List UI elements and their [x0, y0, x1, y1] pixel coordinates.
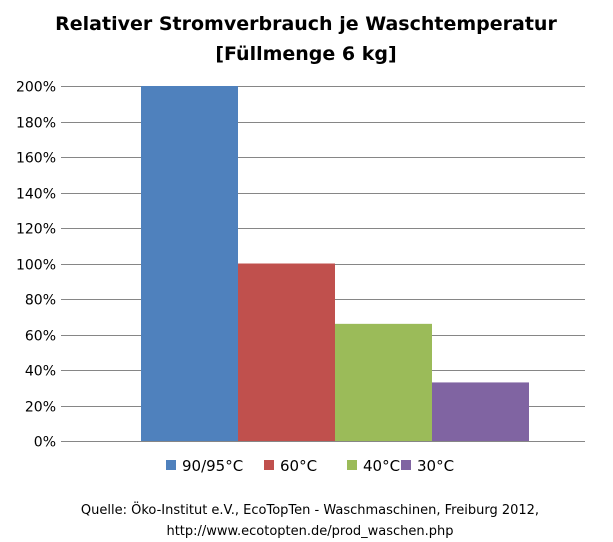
bar-30-c [432, 382, 529, 441]
y-axis-ticks: 0% 20% 40% 60% 80% 100% 120% 140% 160% 180% 200% [16, 80, 56, 451]
y-tick-label: 100% [16, 258, 56, 274]
y-tick-label: 180% [16, 116, 56, 132]
legend-label: 90/95°C [182, 457, 243, 475]
legend-label: 40°C [363, 457, 400, 475]
legend-label: 60°C [280, 457, 317, 475]
source-line-2: http://www.ecotopten.de/prod_waschen.php [166, 524, 453, 539]
bar-90-95-c [141, 86, 238, 441]
bar-40-c [335, 323, 432, 441]
legend-swatch [166, 460, 176, 470]
y-tick-label: 40% [25, 364, 56, 380]
chart-title-line-2: [Füllmenge 6 kg] [215, 43, 396, 65]
legend-swatch [401, 460, 411, 470]
legend-label: 30°C [417, 457, 454, 475]
y-tick-label: 20% [25, 400, 56, 416]
chart-title-line-1: Relativer Stromverbrauch je Waschtempera… [55, 13, 557, 35]
y-tick-label: 120% [16, 222, 56, 238]
bars [141, 86, 529, 441]
bar-60-c [238, 263, 335, 441]
y-tick-label: 140% [16, 187, 56, 203]
y-tick-label: 200% [16, 80, 56, 96]
source-line-1: Quelle: Öko-Institut e.V., EcoTopTen - W… [81, 501, 539, 518]
y-tick-label: 0% [34, 435, 56, 451]
legend: 90/95°C 60°C 40°C 30°C [166, 457, 454, 475]
y-tick-label: 160% [16, 151, 56, 167]
legend-swatch [347, 460, 357, 470]
y-tick-label: 80% [25, 293, 56, 309]
y-tick-label: 60% [25, 329, 56, 345]
legend-swatch [264, 460, 274, 470]
